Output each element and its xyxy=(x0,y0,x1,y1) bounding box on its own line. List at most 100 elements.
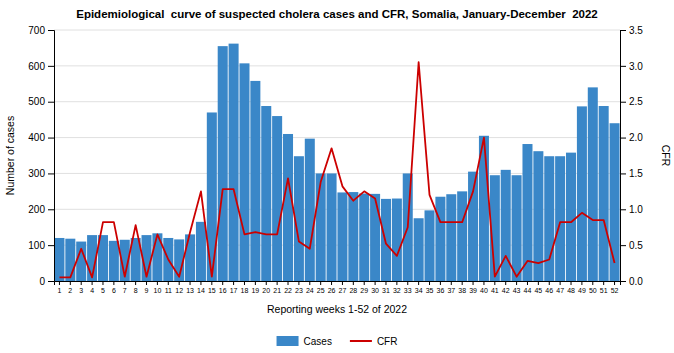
tick-label: 24 xyxy=(306,287,314,294)
tick: 39 xyxy=(469,281,477,294)
tick-mark xyxy=(124,281,125,285)
tick-mark xyxy=(331,281,332,285)
tick: 1.0 xyxy=(620,204,643,215)
tick: 3.5 xyxy=(620,25,643,36)
tick: 9 xyxy=(145,281,149,294)
tick-label: 5 xyxy=(101,287,105,294)
tick-label: 52 xyxy=(611,287,619,294)
tick-mark xyxy=(255,281,256,285)
tick: 40 xyxy=(480,281,488,294)
tick: 52 xyxy=(611,281,619,294)
tick-mark xyxy=(113,281,114,285)
bar xyxy=(239,63,249,281)
bar xyxy=(457,191,467,281)
tick-mark xyxy=(620,245,626,246)
tick-mark xyxy=(396,281,397,285)
tick-mark xyxy=(516,281,517,285)
bar xyxy=(196,222,206,281)
bar xyxy=(337,192,347,281)
tick: 35 xyxy=(426,281,434,294)
tick-label: 13 xyxy=(186,287,194,294)
bar xyxy=(599,106,609,281)
tick-label: 9 xyxy=(145,287,149,294)
y2-axis: 0.00.51.01.52.02.53.03.5 xyxy=(620,25,643,287)
tick-mark xyxy=(320,281,321,285)
tick: 6 xyxy=(112,281,116,294)
tick: 36 xyxy=(437,281,445,294)
tick-label: 37 xyxy=(447,287,455,294)
tick: 22 xyxy=(284,281,292,294)
tick-mark xyxy=(407,281,408,285)
tick-mark xyxy=(560,281,561,285)
tick-label: 11 xyxy=(165,287,172,294)
tick-mark xyxy=(505,281,506,285)
tick: 2.0 xyxy=(620,132,643,143)
tick: 37 xyxy=(447,281,455,294)
tick-label: 19 xyxy=(251,287,259,294)
tick-mark xyxy=(48,102,54,103)
tick-mark xyxy=(48,138,54,139)
tick-mark xyxy=(538,281,539,285)
tick-label: 39 xyxy=(469,287,477,294)
x-axis-title: Reporting weeks 1-52 of 2022 xyxy=(267,303,407,315)
tick: 34 xyxy=(415,281,423,294)
tick-mark xyxy=(614,281,615,285)
tick-label: 100 xyxy=(28,240,45,251)
tick: 10 xyxy=(154,281,162,294)
grid-line xyxy=(54,101,620,102)
tick: 24 xyxy=(306,281,314,294)
tick-mark xyxy=(418,281,419,285)
bar xyxy=(577,106,587,281)
tick: 12 xyxy=(175,281,183,294)
tick-mark xyxy=(483,281,484,285)
tick-label: 31 xyxy=(382,287,390,294)
tick-label: 1.0 xyxy=(629,204,643,215)
grid-line xyxy=(54,30,620,31)
tick-label: 2.0 xyxy=(629,132,643,143)
tick-label: 1 xyxy=(57,287,61,294)
tick: 17 xyxy=(230,281,238,294)
tick: 33 xyxy=(404,281,412,294)
tick-mark xyxy=(620,102,626,103)
tick-mark xyxy=(571,281,572,285)
tick: 47 xyxy=(556,281,564,294)
line xyxy=(59,62,614,277)
tick-mark xyxy=(157,281,158,285)
tick-mark xyxy=(244,281,245,285)
tick-label: 17 xyxy=(230,287,238,294)
tick: 0.5 xyxy=(620,240,643,251)
tick: 3 xyxy=(79,281,83,294)
tick-mark xyxy=(494,281,495,285)
legend-label: Cases xyxy=(304,336,332,347)
bar xyxy=(229,44,239,281)
bar xyxy=(250,81,260,281)
bar xyxy=(109,241,119,281)
tick-label: 4 xyxy=(90,287,94,294)
tick-mark xyxy=(527,281,528,285)
legend: Cases CFR xyxy=(277,336,398,347)
tick: 51 xyxy=(600,281,608,294)
tick-mark xyxy=(233,281,234,285)
tick: 0.0 xyxy=(620,276,643,287)
tick: 4 xyxy=(90,281,94,294)
grid-line xyxy=(54,137,620,138)
bar xyxy=(283,134,293,281)
tick-label: 1.5 xyxy=(629,168,643,179)
tick-label: 0 xyxy=(39,276,45,287)
bar xyxy=(370,194,380,281)
tick-mark xyxy=(277,281,278,285)
tick-label: 7 xyxy=(123,287,127,294)
tick-label: 700 xyxy=(28,25,45,36)
tick-mark xyxy=(451,281,452,285)
legend-label: CFR xyxy=(377,336,398,347)
axis-line xyxy=(55,282,621,286)
tick-label: 0.0 xyxy=(629,276,643,287)
tick-label: 10 xyxy=(154,287,162,294)
tick: 400 xyxy=(28,132,54,143)
bar xyxy=(425,210,435,281)
marks xyxy=(54,44,619,281)
grid xyxy=(54,30,620,281)
tick-label: 21 xyxy=(273,287,281,294)
tick-mark xyxy=(462,281,463,285)
tick-mark xyxy=(364,281,365,285)
